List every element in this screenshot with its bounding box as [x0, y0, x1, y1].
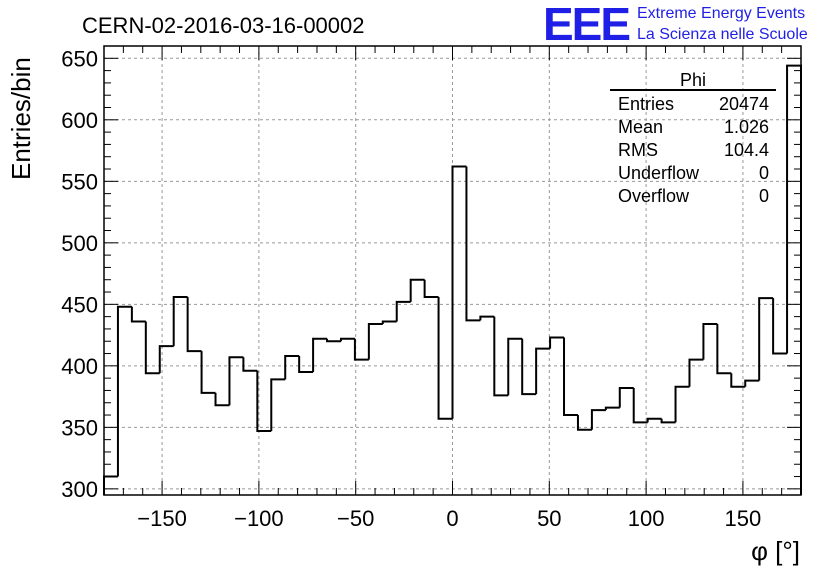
histogram-bin	[646, 417, 662, 423]
histogram-bin	[284, 354, 300, 380]
histogram-bin	[423, 279, 439, 298]
y-tick-labels: 300 350 400 450 500 550 600 650	[61, 46, 98, 502]
stats-title: Phi	[680, 70, 706, 90]
histogram-bin	[660, 418, 676, 424]
stats-label: Overflow	[618, 186, 690, 206]
histogram-bin	[772, 298, 788, 355]
histogram-bin	[130, 306, 146, 323]
histogram-bin	[716, 324, 732, 375]
histogram-bin	[758, 297, 774, 381]
histogram-bin	[172, 295, 188, 347]
stats-rows: Entries 20474 Mean 1.026 RMS 104.4 Underflow 0 O…	[618, 94, 769, 206]
histogram-bin	[437, 296, 453, 420]
stats-value: 104.4	[724, 140, 769, 160]
histogram-bin	[326, 338, 341, 343]
histogram-bin	[353, 338, 369, 361]
histogram-bin	[590, 409, 606, 430]
histogram-bin	[702, 323, 718, 360]
histogram-bin	[270, 378, 286, 432]
histogram-bin	[786, 64, 802, 495]
histogram-bin	[604, 406, 620, 411]
y-tick-label: 550	[61, 169, 98, 194]
stats-box: Phi Entries 20474 Mean 1.026 RMS 104.4 Underfl…	[610, 70, 776, 206]
stats-label: Underflow	[618, 163, 700, 183]
x-tick-label: −150	[137, 506, 187, 531]
x-tick-label: −50	[337, 506, 374, 531]
stats-label: RMS	[618, 140, 658, 160]
histogram-bin	[228, 356, 244, 406]
chart-title: CERN-02-2016-03-16-00002	[82, 13, 365, 38]
histogram-bin	[576, 415, 592, 431]
x-tick-label: 50	[537, 506, 561, 531]
histogram-bin	[298, 355, 314, 373]
histogram-bin	[395, 300, 411, 322]
histogram-bin	[367, 323, 383, 360]
x-tick-label: 0	[446, 506, 458, 531]
histogram-bin	[730, 373, 746, 388]
histogram-bin	[144, 321, 160, 375]
y-tick-label: 350	[61, 415, 98, 440]
x-tick-labels: −150 −100 −50 0 50 100 150	[137, 506, 761, 531]
histogram-bin	[688, 358, 704, 387]
eee-logo: EEE Extreme Energy Events La Scienza nel…	[543, 0, 808, 50]
y-tick-label: 500	[61, 231, 98, 256]
x-tick-label: 100	[628, 506, 665, 531]
histogram-bin	[339, 337, 355, 342]
histogram-bin	[158, 345, 174, 374]
histogram-bin	[507, 337, 523, 396]
y-tick-label: 450	[61, 292, 98, 317]
stats-value: 1.026	[724, 117, 769, 137]
logo-line1: Extreme Energy Events	[637, 5, 805, 22]
histogram-bin	[535, 347, 551, 395]
histogram-bin	[493, 316, 509, 397]
y-axis-label: Entries/bin	[6, 57, 36, 180]
histogram-bin	[744, 379, 760, 387]
stats-value: 20474	[719, 94, 769, 114]
x-axis-label: φ [°]	[751, 536, 800, 566]
logo-letters: EEE	[543, 0, 629, 50]
axis-ticks	[103, 46, 802, 495]
histogram-bin	[563, 337, 578, 417]
stats-label: Entries	[618, 94, 674, 114]
histogram-bin	[479, 315, 495, 321]
histogram-bin	[116, 305, 132, 477]
stats-value: 0	[759, 163, 769, 183]
histogram-bin	[242, 357, 258, 372]
histogram-bin	[521, 338, 537, 396]
histogram-bin	[381, 320, 397, 325]
histogram-bin	[256, 370, 272, 433]
stats-value: 0	[759, 186, 769, 206]
histogram-bin	[549, 336, 565, 349]
y-tick-label: 650	[61, 46, 98, 71]
x-tick-label: −100	[234, 506, 284, 531]
stats-label: Mean	[618, 117, 663, 137]
histogram-bin	[632, 387, 648, 424]
histogram-bin	[674, 385, 690, 423]
histogram-bin	[409, 278, 425, 302]
histogram-bin	[103, 475, 118, 495]
logo-line2: La Scienza nelle Scuole	[637, 26, 808, 43]
histogram-bin	[465, 166, 481, 322]
histogram-bin	[200, 351, 216, 394]
histogram-bin	[618, 386, 634, 408]
y-tick-label: 400	[61, 354, 98, 379]
x-tick-label: 150	[725, 506, 762, 531]
histogram-bin	[312, 337, 328, 372]
histogram-bin	[186, 296, 202, 353]
histogram-bin	[451, 165, 467, 419]
y-tick-label: 300	[61, 477, 98, 502]
histogram-bin	[214, 392, 230, 407]
y-tick-label: 600	[61, 108, 98, 133]
